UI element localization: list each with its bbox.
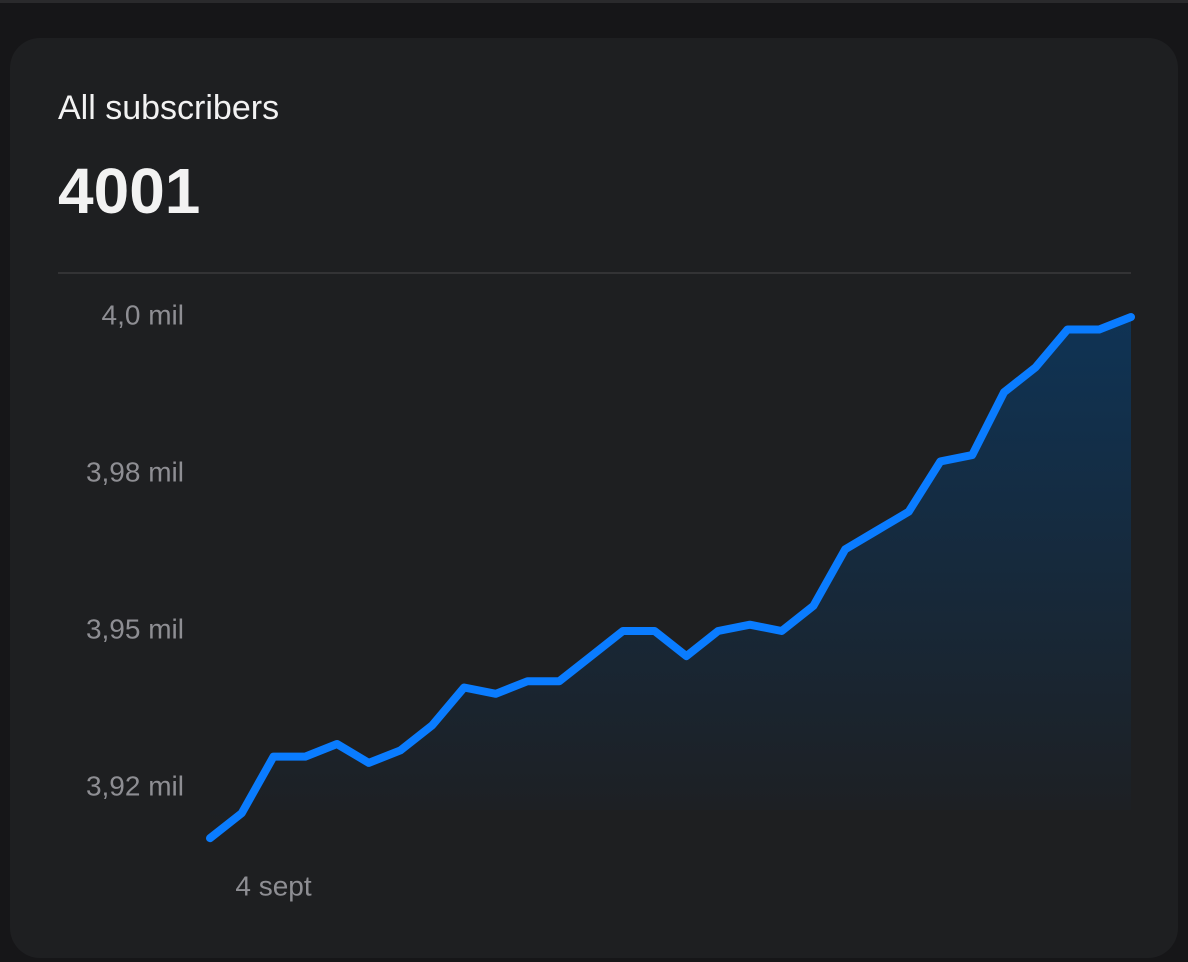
line [206,313,1135,843]
y-tick-label: 3,95 mil [86,613,184,644]
area [210,317,1131,839]
card-title: All subscribers [58,89,279,127]
subscriber-count: 4001 [58,155,200,227]
y-tick-label: 3,92 mil [86,770,184,801]
plot: 4,0 mil 3,98 mil 3,95 mil 3,92 mil 4 sept [86,299,1135,901]
top-edge [0,0,1188,3]
x-tick-label: 4 sept [235,870,311,901]
y-tick-label: 4,0 mil [102,299,184,330]
y-tick-label: 3,98 mil [86,456,184,487]
